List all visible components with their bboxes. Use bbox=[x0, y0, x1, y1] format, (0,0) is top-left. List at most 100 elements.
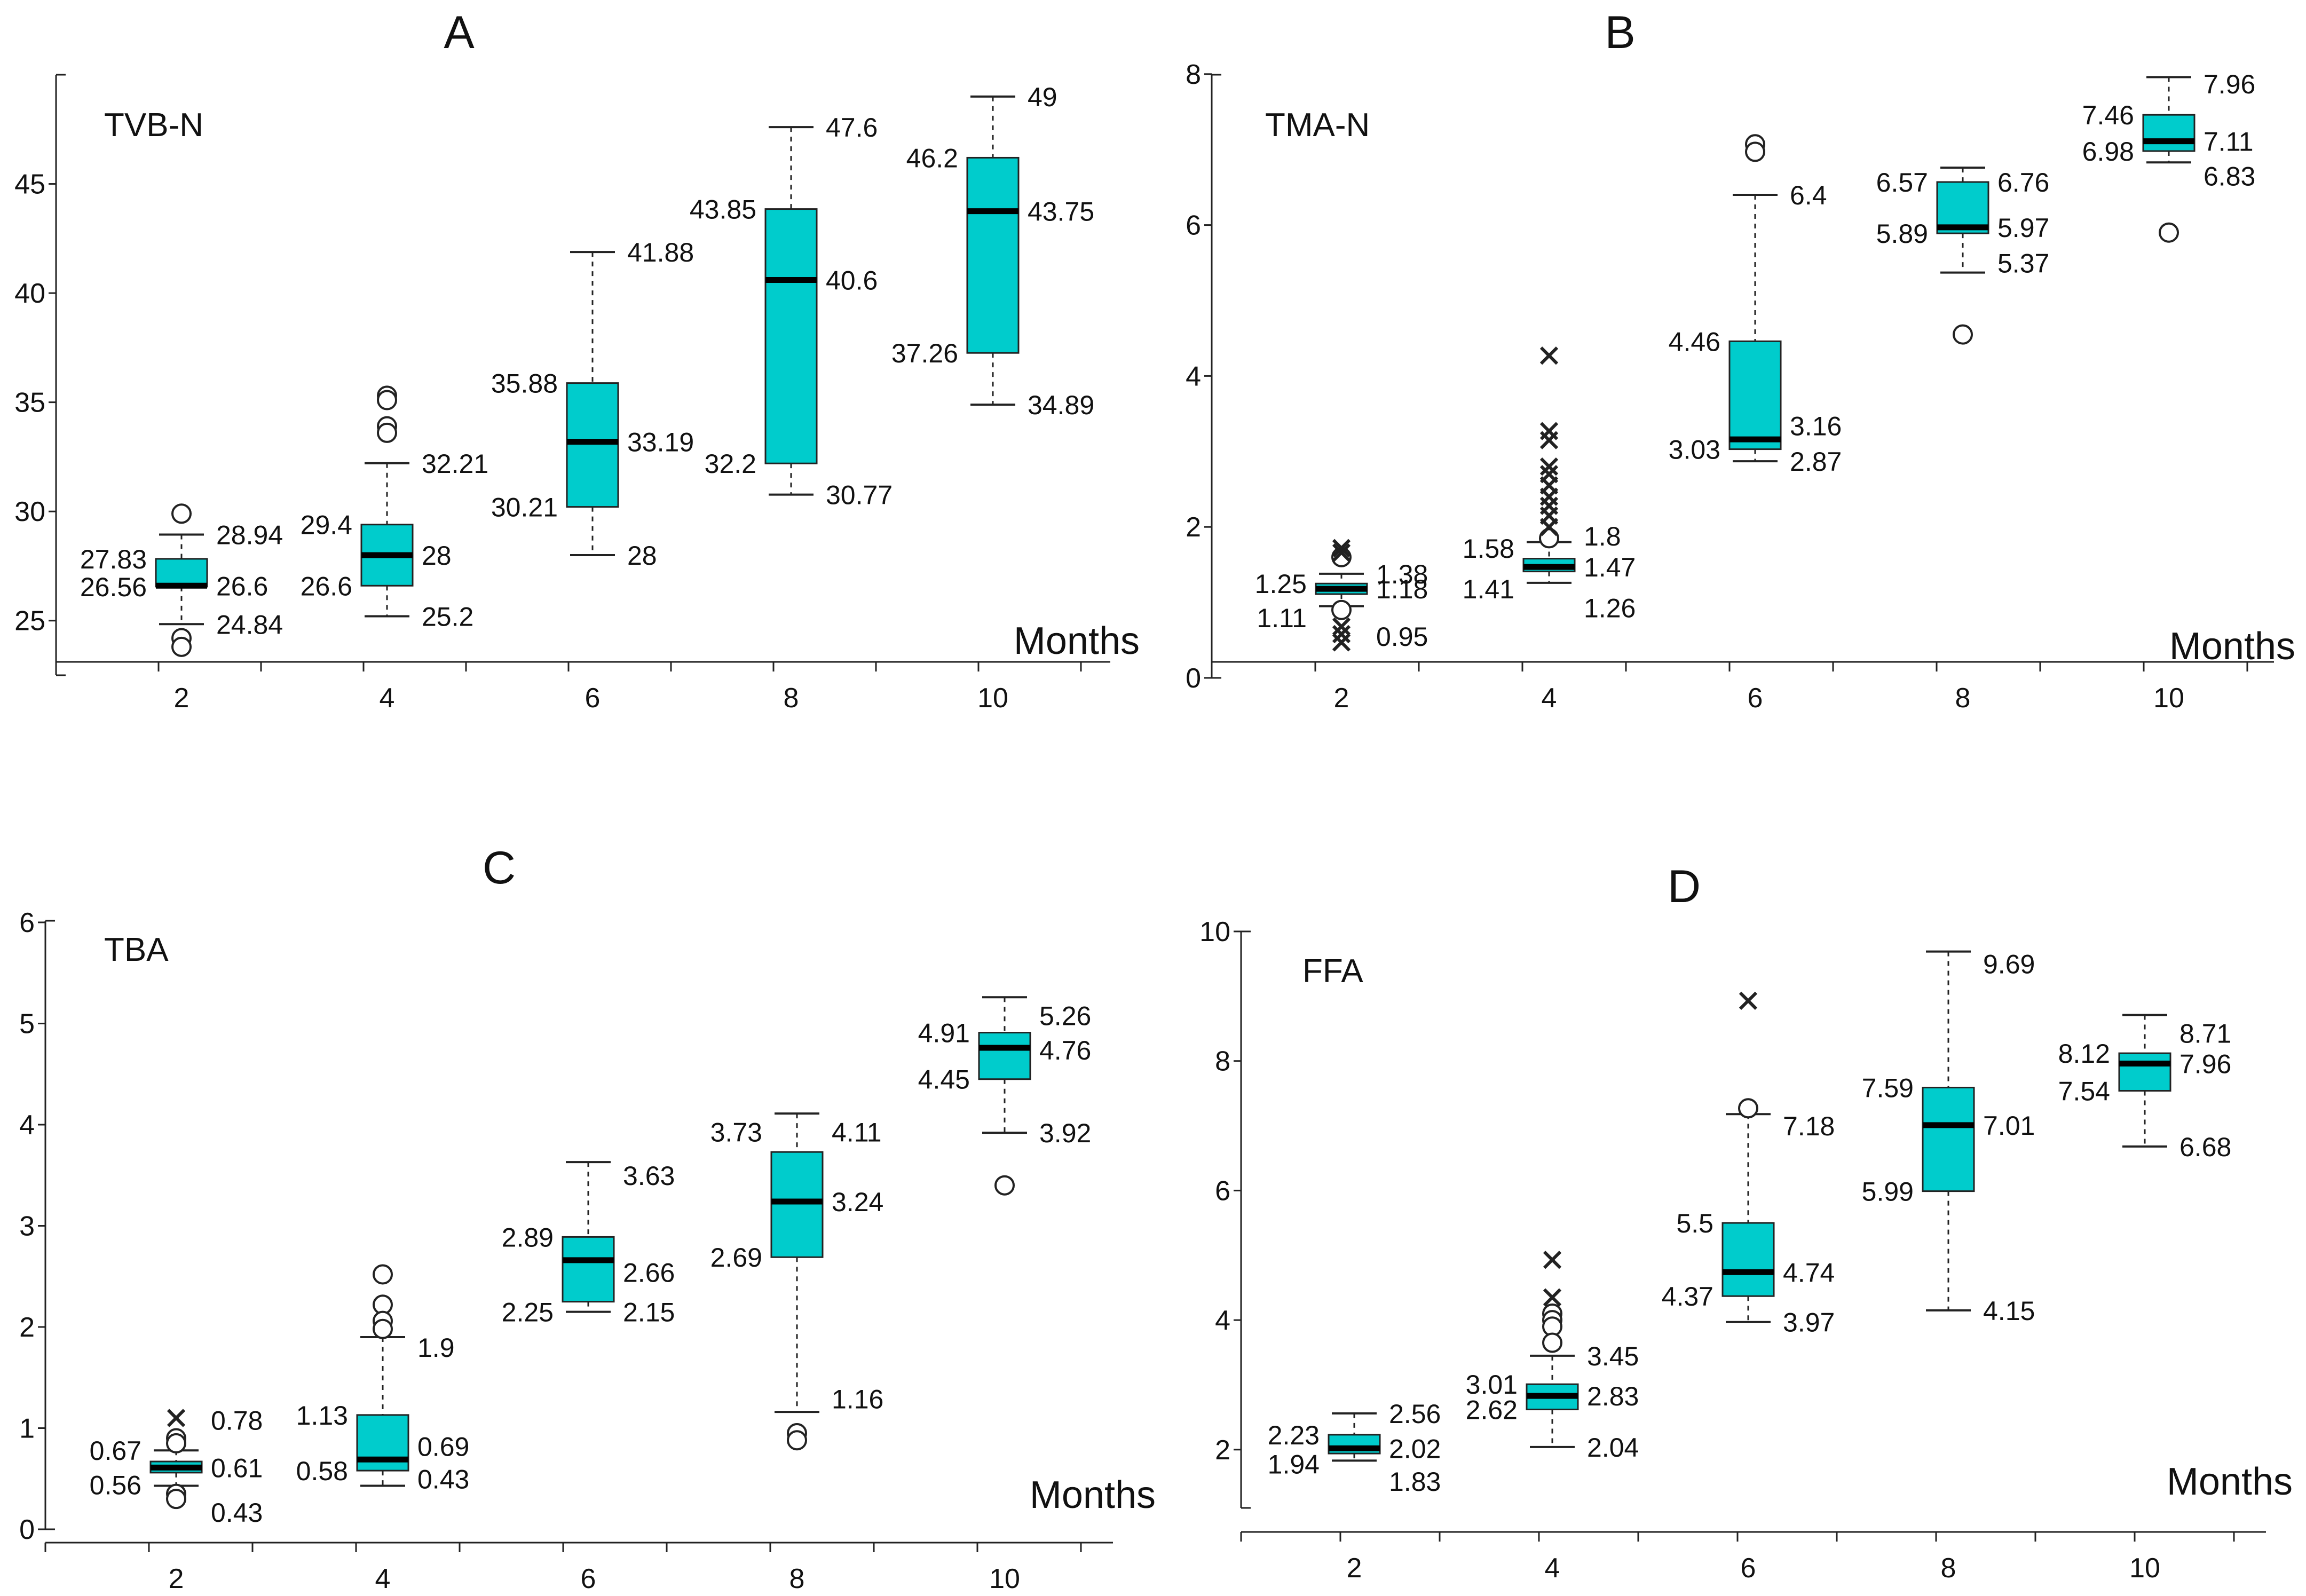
panel-d-value-label: 3.45 bbox=[1587, 1341, 1639, 1371]
panel-c-value-label: 1.9 bbox=[417, 1333, 455, 1363]
panel-d-box bbox=[1922, 1086, 1975, 1192]
panel-d-xlabel: Months bbox=[2167, 1460, 2293, 1503]
panel-c-value-label: 0.58 bbox=[296, 1456, 348, 1486]
panel-a-y-tick-label: 25 bbox=[14, 606, 45, 637]
panel-a-box bbox=[155, 558, 208, 588]
panel-d-value-label: 9.69 bbox=[1983, 950, 2035, 979]
panel-a-value-label: 25.2 bbox=[422, 602, 473, 632]
panel-d-value-label: 2.83 bbox=[1587, 1381, 1639, 1411]
panel-a: A TVB-N Months 25 30 35 40 45 2 4 6 8 10 28.94 27.8… bbox=[14, 7, 1140, 714]
panel-d-value-label: 2.62 bbox=[1466, 1395, 1518, 1425]
panel-d-variable-label: FFA bbox=[1302, 953, 1363, 990]
panel-b-outlier-x-stroke bbox=[1332, 617, 1351, 636]
panel-b-outlier-x bbox=[1332, 625, 1351, 644]
panel-c-x-tick-label: 6 bbox=[581, 1563, 596, 1593]
panel-b-outlier-x-stroke bbox=[1539, 346, 1559, 365]
panel-b-value-label: 4.46 bbox=[1669, 327, 1720, 357]
panel-b-y-tick-label: 8 bbox=[1186, 59, 1201, 90]
panel-d-y-tick-label: 4 bbox=[1215, 1305, 1230, 1336]
panel-b-outlier-x bbox=[1539, 431, 1559, 449]
panel-d-value-label: 5.5 bbox=[1676, 1208, 1713, 1238]
panel-d-value-label: 8.71 bbox=[2179, 1019, 2231, 1049]
panel-d-value-label: 3.97 bbox=[1783, 1308, 1835, 1338]
panel-d-value-label: 4.74 bbox=[1783, 1258, 1835, 1287]
panel-a-value-label: 26.6 bbox=[216, 571, 268, 601]
panel-b-value-label: 7.96 bbox=[2204, 69, 2255, 99]
panel-a-box bbox=[966, 156, 1020, 354]
panel-b-x-tick-label: 8 bbox=[1955, 683, 1971, 714]
panel-c-value-label: 4.76 bbox=[1039, 1036, 1091, 1065]
panel-b-outlier-x-stroke bbox=[1539, 518, 1559, 536]
panel-c-x-tick-label: 10 bbox=[989, 1563, 1020, 1593]
panel-c-y-tick-label: 2 bbox=[19, 1312, 35, 1343]
panel-a-value-label: 27.83 bbox=[80, 544, 147, 574]
panel-b-value-label: 1.41 bbox=[1463, 574, 1514, 604]
panel-a-value-label: 46.2 bbox=[906, 143, 958, 173]
panel-a-value-label: 24.84 bbox=[216, 610, 283, 639]
panel-d: D FFA Months 2 4 6 8 10 2 4 6 8 10 2.56 2.23 2.02 1.9… bbox=[1199, 861, 2293, 1584]
panel-b-value-label: 5.89 bbox=[1876, 219, 1928, 249]
panel-a-y-tick-label: 30 bbox=[14, 496, 45, 527]
panel-d-box bbox=[2118, 1052, 2171, 1092]
panel-c-value-label: 3.73 bbox=[710, 1117, 762, 1147]
panel-c-value-label: 0.43 bbox=[417, 1464, 469, 1494]
panel-d-outlier-x-stroke bbox=[1739, 991, 1758, 1010]
panel-c-value-label: 4.91 bbox=[918, 1018, 970, 1048]
panel-d-value-label: 1.94 bbox=[1268, 1449, 1320, 1479]
panel-d-box bbox=[1721, 1222, 1775, 1297]
panel-b-value-label: 3.03 bbox=[1669, 435, 1720, 465]
panel-d-outlier-x bbox=[1739, 991, 1758, 1010]
panel-b-outlier-x-stroke bbox=[1332, 633, 1351, 652]
panel-c-value-label: 2.69 bbox=[710, 1243, 762, 1273]
panel-a-value-label: 30.21 bbox=[491, 493, 558, 523]
panel-c-outlier-circle bbox=[373, 1264, 393, 1285]
panel-c-value-label: 1.13 bbox=[296, 1401, 348, 1431]
panel-d-x-tick-label: 8 bbox=[1941, 1553, 1956, 1584]
panel-d-outlier-x-stroke bbox=[1543, 1251, 1562, 1269]
panel-a-box bbox=[566, 382, 619, 508]
panel-a-y-tick-label: 40 bbox=[14, 278, 45, 309]
panel-a-value-label: 49 bbox=[1028, 82, 1057, 112]
panel-a-value-label: 28 bbox=[627, 541, 657, 571]
panel-c-value-label: 0.43 bbox=[211, 1498, 263, 1528]
panel-d-outlier-x bbox=[1543, 1251, 1562, 1269]
panel-c-value-label: 0.56 bbox=[90, 1471, 141, 1500]
panel-a-x-tick-label: 8 bbox=[784, 683, 799, 714]
panel-c-xlabel: Months bbox=[1030, 1474, 1156, 1516]
panel-c-y-tick-label: 3 bbox=[19, 1211, 35, 1242]
panel-a-x-tick-label: 2 bbox=[174, 683, 189, 714]
panel-c-value-label: 2.15 bbox=[623, 1298, 675, 1328]
panel-b-value-label: 1.11 bbox=[1257, 603, 1307, 633]
panel-d-y-tick-label: 8 bbox=[1215, 1046, 1230, 1077]
panel-b-outlier-x bbox=[1539, 346, 1559, 365]
panel-b-outlier-circle bbox=[1331, 599, 1352, 620]
panel-a-value-label: 26.56 bbox=[80, 572, 147, 602]
panel-b-value-label: 1.38 bbox=[1376, 559, 1428, 589]
panel-c: C TBA Months 0 1 2 3 4 5 6 2 4 6 8 10 0.78 0.67 0.61 0.… bbox=[19, 842, 1156, 1594]
panel-b-value-label: 1.58 bbox=[1463, 534, 1514, 564]
panel-c-outlier-circle bbox=[166, 1489, 186, 1510]
panel-a-value-label: 29.4 bbox=[301, 510, 352, 540]
panel-d-value-label: 1.83 bbox=[1389, 1467, 1441, 1497]
panel-b-value-label: 1.18 bbox=[1376, 574, 1428, 604]
panel-b-value-label: 6.4 bbox=[1790, 180, 1827, 210]
panel-b-value-label: 1.26 bbox=[1584, 593, 1636, 623]
panel-d-y-tick-label: 6 bbox=[1215, 1175, 1230, 1206]
panel-c-x-tick-label: 4 bbox=[375, 1563, 391, 1593]
panel-b-value-label: 3.16 bbox=[1790, 412, 1842, 441]
panel-c-y-tick-label: 4 bbox=[19, 1110, 35, 1141]
panel-c-y-tick-label: 5 bbox=[19, 1009, 35, 1040]
panel-d-value-label: 2.04 bbox=[1587, 1433, 1639, 1463]
panel-c-box bbox=[562, 1236, 615, 1303]
panel-d-value-label: 7.18 bbox=[1783, 1111, 1835, 1141]
panel-c-outlier-circle bbox=[787, 1430, 807, 1451]
panel-c-y-tick-label: 1 bbox=[19, 1413, 35, 1444]
panel-b-box bbox=[2142, 114, 2196, 152]
panel-c-value-label: 3.24 bbox=[832, 1187, 883, 1217]
panel-c-variable-label: TBA bbox=[104, 931, 169, 968]
panel-b-outlier-x bbox=[1539, 457, 1559, 476]
panel-b-box bbox=[1728, 340, 1782, 451]
panel-b-value-label: 6.83 bbox=[2204, 162, 2255, 192]
